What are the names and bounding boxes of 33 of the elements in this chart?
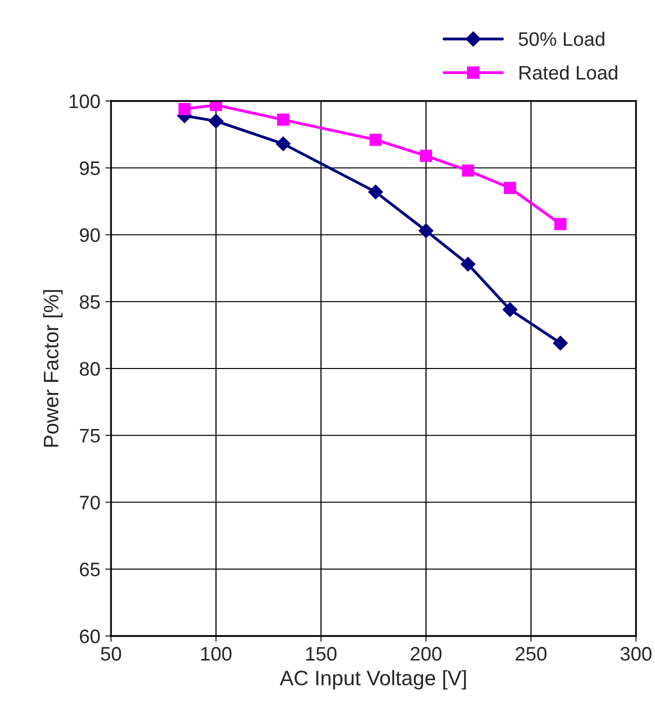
x-tick-label: 50 (100, 646, 122, 661)
point (370, 134, 382, 146)
y-tick-label: 90 (80, 228, 100, 242)
y-tick-label: 65 (80, 562, 100, 576)
point (554, 218, 566, 230)
point (553, 336, 568, 350)
x-tick-label: 150 (306, 646, 336, 661)
x-tick-label: 300 (620, 646, 652, 661)
x-axis-title: AC Input Voltage [V] (280, 670, 466, 690)
y-tick-label: 85 (80, 295, 100, 309)
point (276, 136, 291, 152)
legend-label: 50% Load (518, 32, 604, 46)
point (368, 184, 383, 200)
legend-label: Rated Load (520, 65, 618, 80)
x-tick-label: 250 (516, 646, 546, 661)
x-tick-label: 200 (410, 646, 442, 661)
y-tick-label: 80 (80, 362, 100, 376)
point (178, 102, 191, 116)
y-tick-label: 70 (80, 496, 100, 510)
point (208, 114, 224, 128)
point (460, 256, 476, 272)
x-tick-label: 100 (201, 646, 232, 661)
y-tick-label: 75 (80, 429, 100, 443)
point (502, 302, 518, 318)
point (277, 114, 290, 126)
y-tick-label: 95 (80, 161, 100, 176)
point (504, 182, 516, 194)
y-tick-label: 60 (80, 629, 100, 644)
y-tick-label: 100 (70, 94, 100, 108)
point (462, 164, 474, 177)
point (418, 223, 434, 238)
y-axis-title: Power Factor [%] (43, 290, 63, 447)
point (420, 150, 432, 162)
